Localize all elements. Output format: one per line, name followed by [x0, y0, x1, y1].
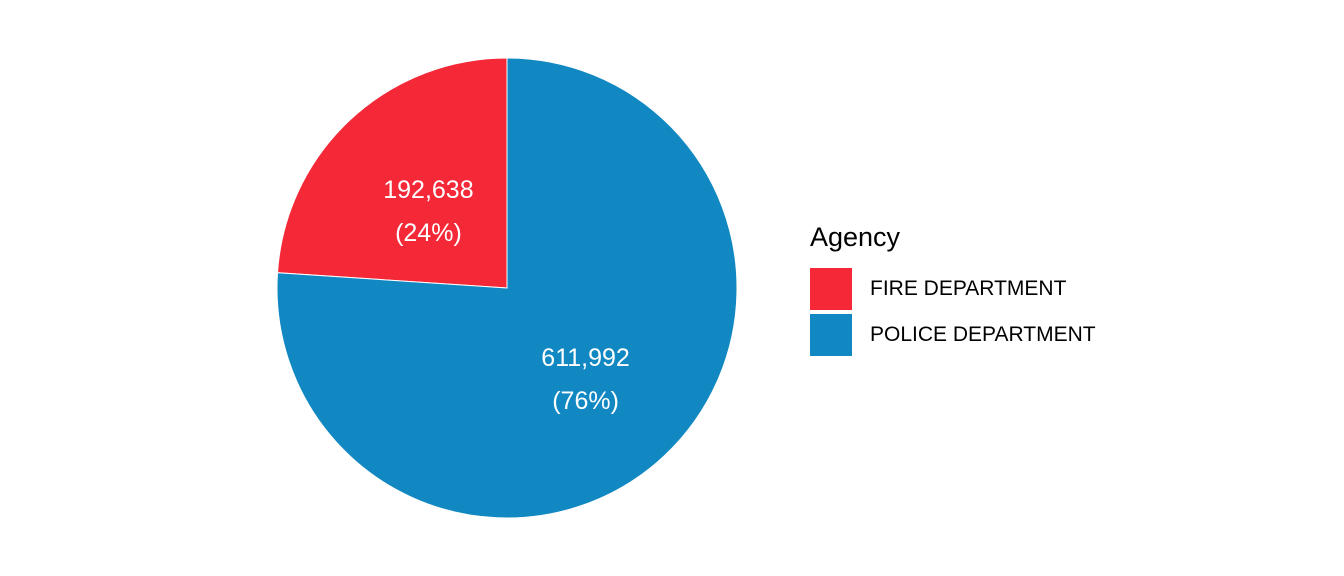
legend-key-police-department [810, 314, 852, 356]
pie-slice-fire-department [276, 57, 508, 289]
legend-item-fire-department: FIRE DEPARTMENT [810, 266, 1096, 312]
legend-item-police-department: POLICE DEPARTMENT [810, 312, 1096, 358]
slice-percent-label: (24%) [395, 219, 462, 247]
legend-label-police-department: POLICE DEPARTMENT [870, 323, 1096, 346]
slice-value-label: 192,638 [383, 176, 473, 204]
slice-value-label: 611,992 [541, 344, 630, 372]
pie-slice-police-department [276, 57, 738, 519]
slice-percent-label: (76%) [552, 387, 619, 415]
legend-key-fire-department [810, 268, 852, 310]
legend-label-fire-department: FIRE DEPARTMENT [870, 277, 1067, 300]
legend: Agency FIRE DEPARTMENT POLICE DEPARTMENT [810, 220, 1096, 358]
legend-title: Agency [810, 222, 901, 252]
